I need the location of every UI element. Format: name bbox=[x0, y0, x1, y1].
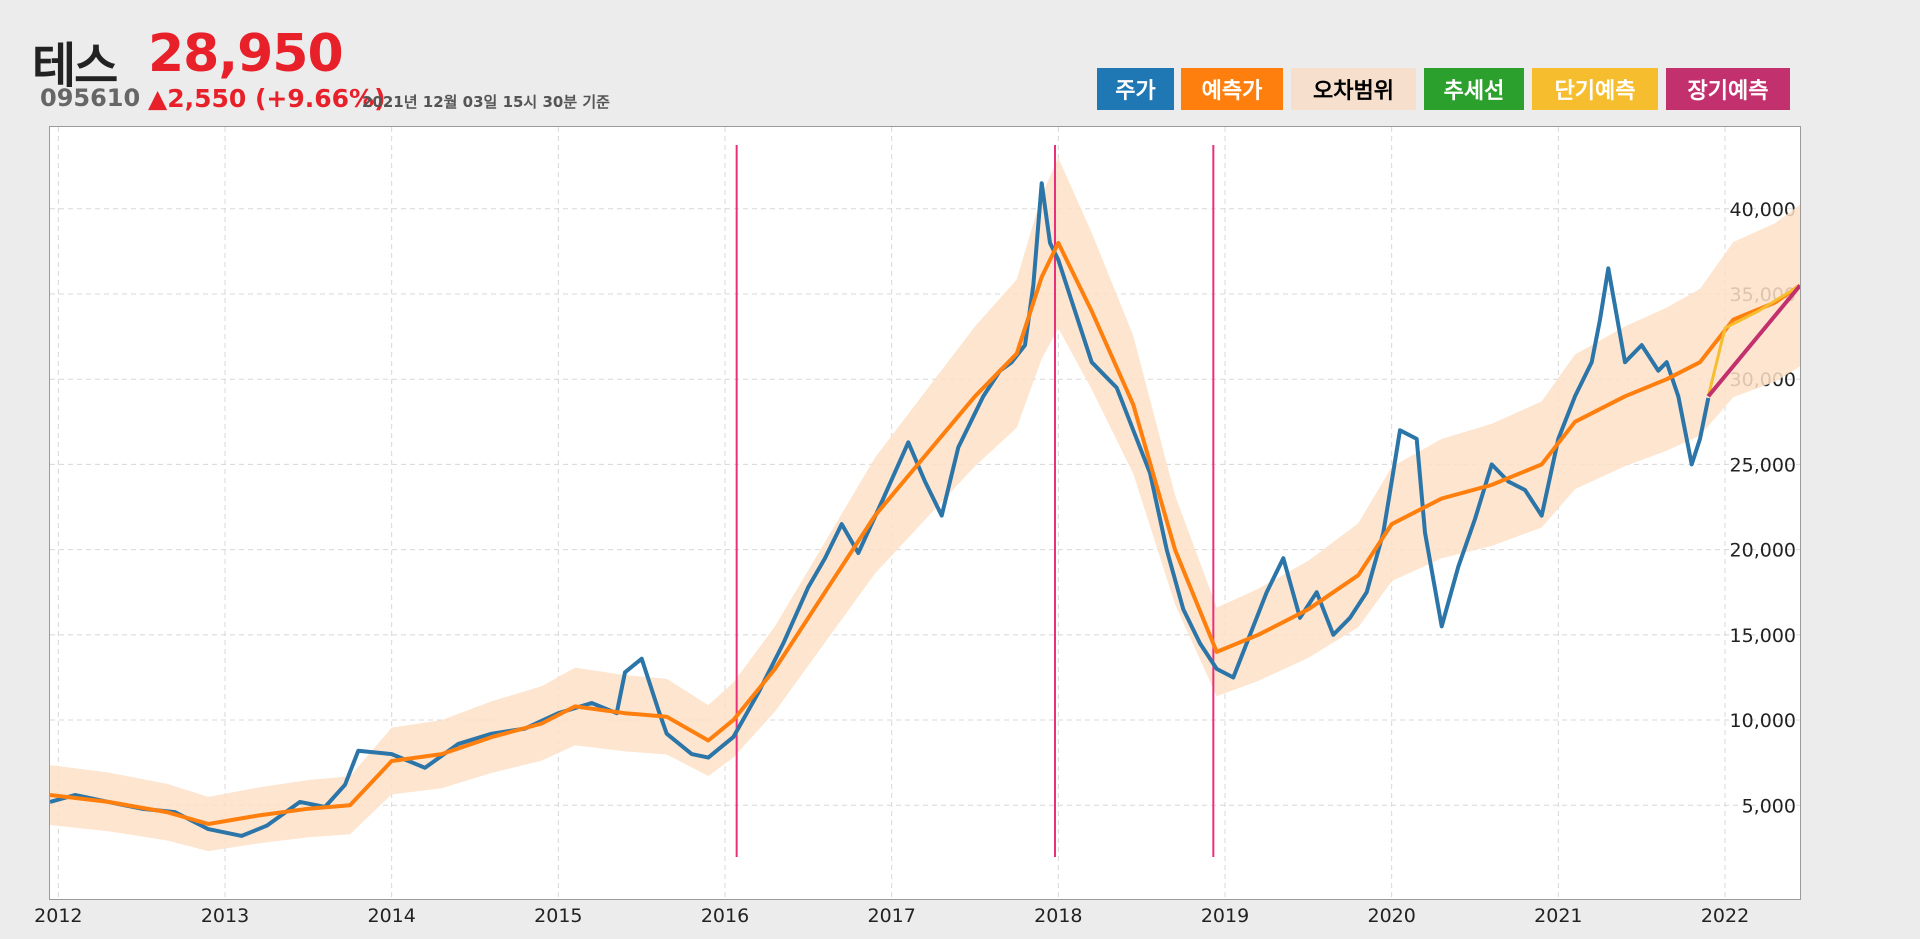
x-tick-label: 2016 bbox=[701, 905, 749, 927]
long-term-line bbox=[1706, 284, 1802, 398]
legend-predicted[interactable]: 예측가 bbox=[1181, 68, 1283, 110]
price-change: ▲2,550 (+9.66%) bbox=[148, 84, 386, 113]
legend-price[interactable]: 주가 bbox=[1097, 68, 1174, 110]
y-tick-label: 25,000 bbox=[1730, 454, 1796, 476]
x-tick-label: 2012 bbox=[34, 905, 82, 927]
timestamp: 2021년 12월 03일 15시 30분 기준 bbox=[362, 93, 610, 111]
x-tick-label: 2019 bbox=[1201, 905, 1249, 927]
y-tick-label: 20,000 bbox=[1730, 540, 1796, 562]
legend-trendline-label: 추세선 bbox=[1443, 79, 1505, 104]
legend-short-term-label: 단기예측 bbox=[1554, 79, 1636, 104]
y-tick-label: 40,000 bbox=[1730, 199, 1796, 221]
legend-error-band-label: 오차범위 bbox=[1313, 79, 1394, 104]
legend-short-term[interactable]: 단기예측 bbox=[1532, 68, 1658, 110]
x-tick-label: 2013 bbox=[201, 905, 249, 927]
predicted-line bbox=[49, 240, 1802, 826]
x-tick-label: 2015 bbox=[534, 905, 582, 927]
y-tick-label: 10,000 bbox=[1730, 710, 1796, 732]
stock-price: 28,950 bbox=[148, 24, 344, 84]
error-band bbox=[50, 157, 1800, 852]
legend-long-term-label: 장기예측 bbox=[1687, 79, 1769, 104]
y-tick-label: 15,000 bbox=[1730, 625, 1796, 647]
y-tick-label: 5,000 bbox=[1742, 795, 1796, 817]
stock-code: 095610 bbox=[40, 84, 141, 112]
legend-price-label: 주가 bbox=[1115, 79, 1156, 104]
price-chart: 5,00010,00015,00020,00025,00030,00035,00… bbox=[49, 127, 1802, 899]
chart-area: 5,00010,00015,00020,00025,00030,00035,00… bbox=[49, 126, 1802, 900]
legend-long-term[interactable]: 장기예측 bbox=[1666, 68, 1790, 110]
x-tick-label: 2021 bbox=[1534, 905, 1582, 927]
legend-trendline[interactable]: 추세선 bbox=[1424, 68, 1524, 110]
stock-name: 테스 bbox=[32, 38, 118, 94]
legend-error-band[interactable]: 오차범위 bbox=[1291, 68, 1416, 110]
x-tick-label: 2017 bbox=[867, 905, 915, 927]
x-tick-label: 2022 bbox=[1701, 905, 1749, 927]
x-axis: 2012 2013 2014 2015 2016 2017 2018 2019 2020 2021… bbox=[34, 905, 1749, 927]
x-tick-label: 2020 bbox=[1367, 905, 1415, 927]
legend-predicted-label: 예측가 bbox=[1201, 79, 1263, 104]
x-tick-label: 2018 bbox=[1034, 905, 1082, 927]
x-tick-label: 2014 bbox=[367, 905, 415, 927]
short-term-line bbox=[1706, 284, 1801, 397]
